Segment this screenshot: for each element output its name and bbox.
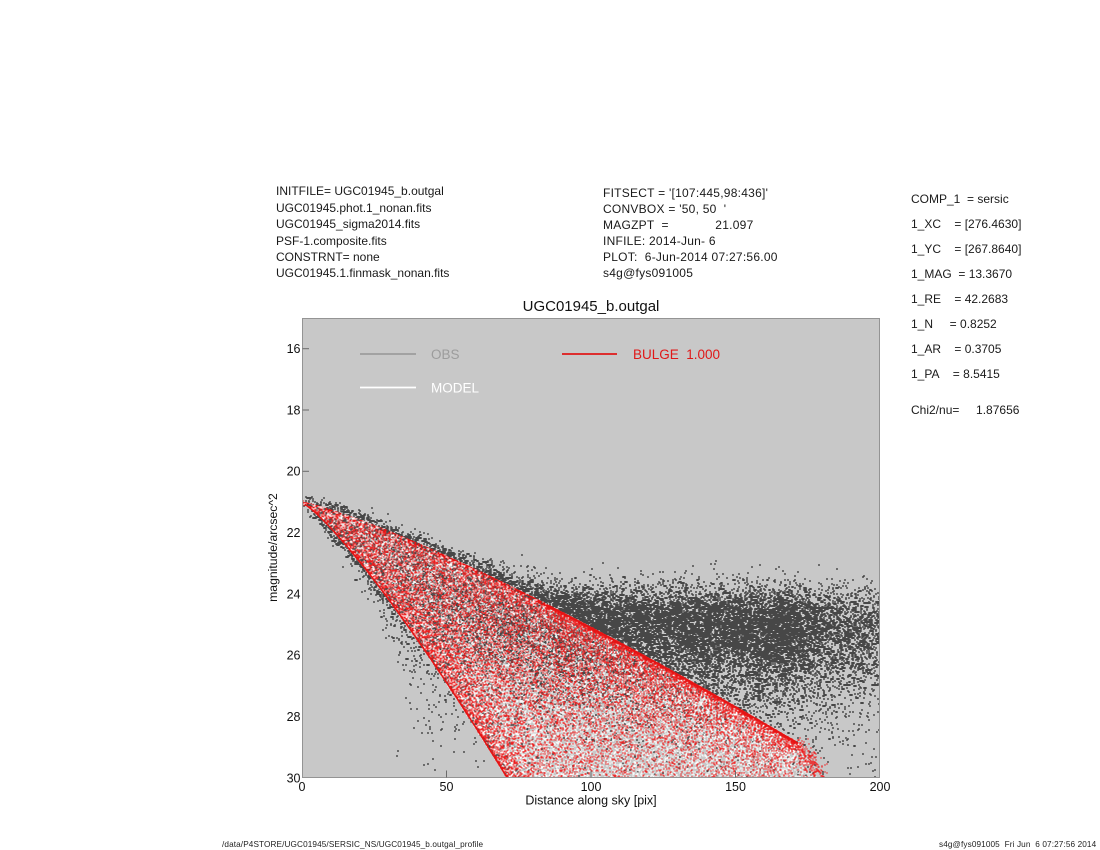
- svg-text:UGC01945_b.outgal: UGC01945_b.outgal: [523, 298, 660, 315]
- svg-text:22: 22: [287, 526, 301, 540]
- svg-text:28: 28: [287, 710, 301, 724]
- svg-text:0: 0: [299, 780, 306, 794]
- svg-text:100: 100: [581, 780, 602, 794]
- svg-text:20: 20: [287, 465, 301, 479]
- svg-text:24: 24: [287, 587, 301, 601]
- svg-text:magnitude/arcsec^2: magnitude/arcsec^2: [266, 493, 280, 602]
- svg-text:50: 50: [440, 780, 454, 794]
- svg-text:OBS: OBS: [431, 347, 460, 362]
- svg-text:200: 200: [870, 780, 891, 794]
- svg-text:Distance along sky [pix]: Distance along sky [pix]: [525, 794, 656, 808]
- svg-text:16: 16: [287, 342, 301, 356]
- svg-text:18: 18: [287, 403, 301, 417]
- svg-text:150: 150: [725, 780, 746, 794]
- svg-text:MODEL: MODEL: [431, 381, 480, 396]
- svg-text:30: 30: [287, 771, 301, 785]
- svg-text:BULGE 1.000: BULGE 1.000: [633, 347, 720, 362]
- svg-text:26: 26: [287, 649, 301, 663]
